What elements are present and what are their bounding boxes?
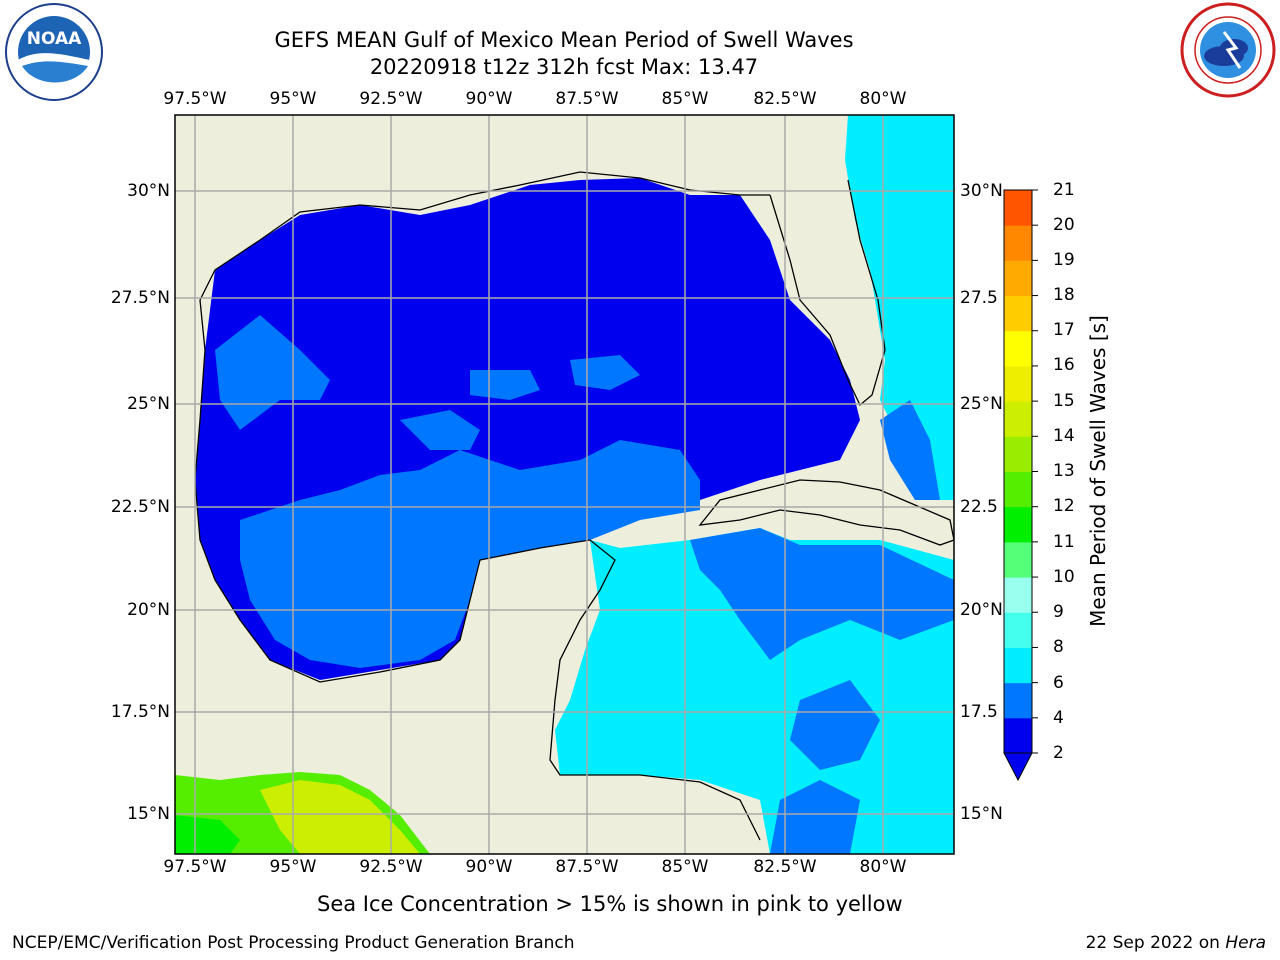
colorbar-tick-label: 20 (1053, 215, 1075, 235)
colorbar-segment (1004, 330, 1032, 367)
lat-label-left: 15°N (127, 804, 170, 824)
colorbar-tick-label: 17 (1053, 320, 1075, 340)
colorbar-tick-label: 14 (1053, 426, 1075, 446)
footer-host: Hera (1225, 933, 1266, 953)
colorbar-tick-label: 6 (1053, 673, 1064, 693)
colorbar-segment (1004, 682, 1032, 719)
lat-label-right: 27.5 (960, 288, 998, 308)
colorbar-label: Mean Period of Swell Waves [s] (1086, 315, 1110, 627)
colorbar-tick-label: 16 (1053, 355, 1075, 375)
colorbar-tick-label: 15 (1053, 391, 1075, 411)
lat-label-right: 30°N (960, 181, 1003, 201)
lon-label-bottom: 85°W (661, 857, 709, 877)
colorbar-segment (1004, 365, 1032, 402)
colorbar-segment (1004, 647, 1032, 684)
colorbar-segment (1004, 436, 1032, 472)
lat-label-left: 27.5°N (110, 288, 170, 308)
lat-label-left: 25°N (127, 394, 170, 414)
lon-label-bottom: 95°W (269, 857, 317, 877)
colorbar-segment (1004, 225, 1032, 261)
cuba-island (698, 479, 954, 546)
lon-label-bottom: 97.5°W (163, 857, 227, 877)
lon-label-top: 87.5°W (555, 89, 619, 109)
colorbar-segment (1004, 190, 1032, 226)
colorbar-extend-triangle (1003, 752, 1033, 782)
lat-label-right: 22.5 (960, 497, 998, 517)
colorbar-segment (1004, 717, 1032, 754)
map-frame (174, 114, 955, 855)
colorbar-tick-label: 21 (1053, 180, 1075, 200)
lon-label-top: 97.5°W (163, 89, 227, 109)
colorbar-segment (1004, 506, 1032, 543)
noaa-logo: NOAA (4, 2, 104, 102)
colorbar-segment (1004, 541, 1032, 578)
colorbar-segment (1004, 401, 1032, 437)
lon-label-bottom: 82.5°W (753, 857, 817, 877)
lon-label-bottom: 92.5°W (359, 857, 423, 877)
sea-ice-caption: Sea Ice Concentration > 15% is shown in … (317, 892, 903, 916)
colorbar-tick-label: 18 (1053, 285, 1075, 305)
colorbar-segment (1004, 295, 1032, 332)
map-subtitle: 20220918 t12z 312h fcst Max: 13.47 (369, 55, 759, 79)
colorbar-segment (1004, 577, 1032, 613)
lon-label-top: 85°W (661, 89, 709, 109)
colorbar (1003, 189, 1038, 782)
colorbar-tick-label: 9 (1053, 602, 1064, 622)
sea-blue-gulf (215, 315, 330, 430)
colorbar-tick-label: 12 (1053, 496, 1075, 516)
lon-label-top: 95°W (269, 89, 317, 109)
colorbar-tick-label: 11 (1053, 532, 1075, 552)
lon-label-bottom: 80°W (859, 857, 907, 877)
footer-date-text: 22 Sep 2022 on (1085, 933, 1226, 953)
lon-label-top: 90°W (465, 89, 513, 109)
map-grid (175, 115, 954, 854)
lon-label-top: 92.5°W (359, 89, 423, 109)
lat-label-right: 25°N (960, 394, 1003, 414)
map-title: GEFS MEAN Gulf of Mexico Mean Period of … (274, 28, 854, 52)
lon-label-top: 82.5°W (753, 89, 817, 109)
lat-label-left: 30°N (127, 181, 170, 201)
lat-label-right: 15°N (960, 804, 1003, 824)
footer-date: 22 Sep 2022 on Hera (1086, 932, 1266, 954)
nws-logo (1180, 2, 1276, 98)
sea-blue-caribbean (690, 528, 954, 660)
colorbar-tick-label: 13 (1053, 461, 1075, 481)
lon-label-bottom: 90°W (465, 857, 513, 877)
noaa-logo-text: NOAA (27, 29, 82, 49)
lat-label-left: 17.5°N (110, 702, 170, 722)
colorbar-tick-label: 19 (1053, 250, 1075, 270)
lat-label-right: 20°N (960, 600, 1003, 620)
lat-label-left: 22.5°N (110, 497, 170, 517)
lat-label-right: 17.5 (960, 702, 998, 722)
colorbar-segment (1004, 471, 1032, 508)
colorbar-segment (1004, 260, 1032, 297)
colorbar-segment (1004, 612, 1032, 648)
colorbar-tick-label: 10 (1053, 567, 1075, 587)
colorbar-tick-label: 2 (1053, 743, 1064, 763)
lon-label-top: 80°W (859, 89, 907, 109)
footer-branch: NCEP/EMC/Verification Post Processing Pr… (12, 933, 575, 953)
colorbar-tick-label: 4 (1053, 708, 1064, 728)
lat-label-left: 20°N (127, 600, 170, 620)
lon-label-bottom: 87.5°W (555, 857, 619, 877)
colorbar-tick-label: 8 (1053, 637, 1064, 657)
